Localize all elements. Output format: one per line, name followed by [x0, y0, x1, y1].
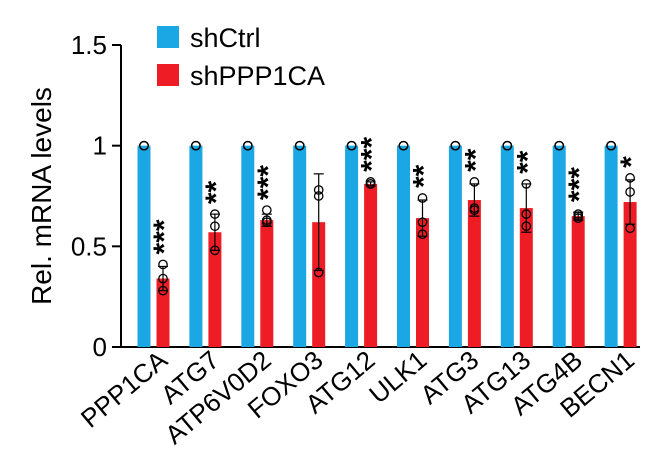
data-point: [210, 245, 220, 256]
data-point: [365, 179, 376, 189]
bar: [189, 145, 203, 347]
significance-label: ***: [148, 219, 181, 254]
bar: [345, 145, 359, 347]
data-point: [573, 213, 584, 223]
bar: [519, 208, 533, 347]
data-point: [242, 140, 253, 151]
data-point: [469, 177, 480, 187]
data-point: [521, 179, 532, 189]
bar: [416, 218, 429, 347]
data-point: [346, 140, 357, 151]
bar: [364, 183, 378, 347]
data-point: [606, 140, 616, 151]
legend-swatch-shppp1ca: [157, 64, 179, 86]
data-point: [521, 221, 532, 232]
data-point: [469, 205, 480, 215]
data-point: [261, 217, 272, 228]
bar: [293, 145, 307, 347]
legend: shCtrl shPPP1CA: [157, 23, 325, 91]
y-axis-title: Rel. mRNA levels: [26, 87, 57, 305]
data-point: [210, 221, 220, 232]
bar: [571, 216, 585, 347]
bar: [260, 220, 274, 347]
significance-label: **: [408, 164, 441, 188]
bar: [604, 145, 618, 347]
data-point: [417, 229, 428, 240]
x-tick-label: ULK1: [363, 345, 432, 410]
legend-swatch-shctrl: [157, 26, 179, 48]
data-point: [625, 223, 635, 234]
data-point: [210, 209, 220, 219]
data-point: [625, 187, 635, 197]
data-point: [313, 267, 324, 278]
y-tick-label: 1: [93, 131, 107, 161]
bar: [397, 145, 410, 347]
data-point: [313, 185, 324, 195]
data-point: [313, 191, 324, 201]
significance-label: ***: [356, 137, 389, 172]
data-point: [158, 273, 168, 284]
data-point: [158, 285, 168, 296]
legend-label-shctrl: shCtrl: [190, 23, 261, 53]
data-point: [502, 140, 513, 151]
bar: [552, 145, 566, 347]
significance-label: **: [511, 150, 544, 174]
bar: [156, 278, 170, 347]
bar: [241, 145, 255, 347]
data-point: [625, 173, 635, 183]
bar: [448, 145, 462, 347]
bar: [500, 145, 514, 347]
data-point: [398, 140, 409, 151]
bar: [137, 145, 151, 347]
significance-label: **: [200, 180, 233, 204]
data-point: [158, 259, 168, 270]
bar: [208, 232, 222, 347]
data-point: [191, 140, 201, 151]
significance-label: ***: [563, 167, 596, 202]
data-point: [450, 140, 461, 151]
significance-label: **: [459, 148, 492, 172]
significance-label: *: [615, 156, 648, 168]
data-point: [521, 209, 532, 219]
data-point: [417, 217, 428, 228]
data-point: [139, 140, 149, 151]
y-tick-label: 0.5: [71, 231, 107, 261]
bar: [312, 222, 326, 347]
data-point: [294, 140, 305, 151]
plot-area: 00.511.5***PPP1CA**ATG7***ATP6V0D2FOXO3*…: [71, 30, 648, 450]
y-tick-label: 0: [93, 332, 107, 362]
y-tick-label: 1.5: [71, 30, 107, 60]
data-point: [417, 193, 428, 203]
data-point: [554, 140, 565, 151]
bar: [467, 200, 481, 347]
bar: [623, 202, 637, 347]
significance-label: ***: [252, 165, 285, 200]
data-point: [261, 205, 272, 215]
legend-label-shppp1ca: shPPP1CA: [190, 61, 325, 91]
